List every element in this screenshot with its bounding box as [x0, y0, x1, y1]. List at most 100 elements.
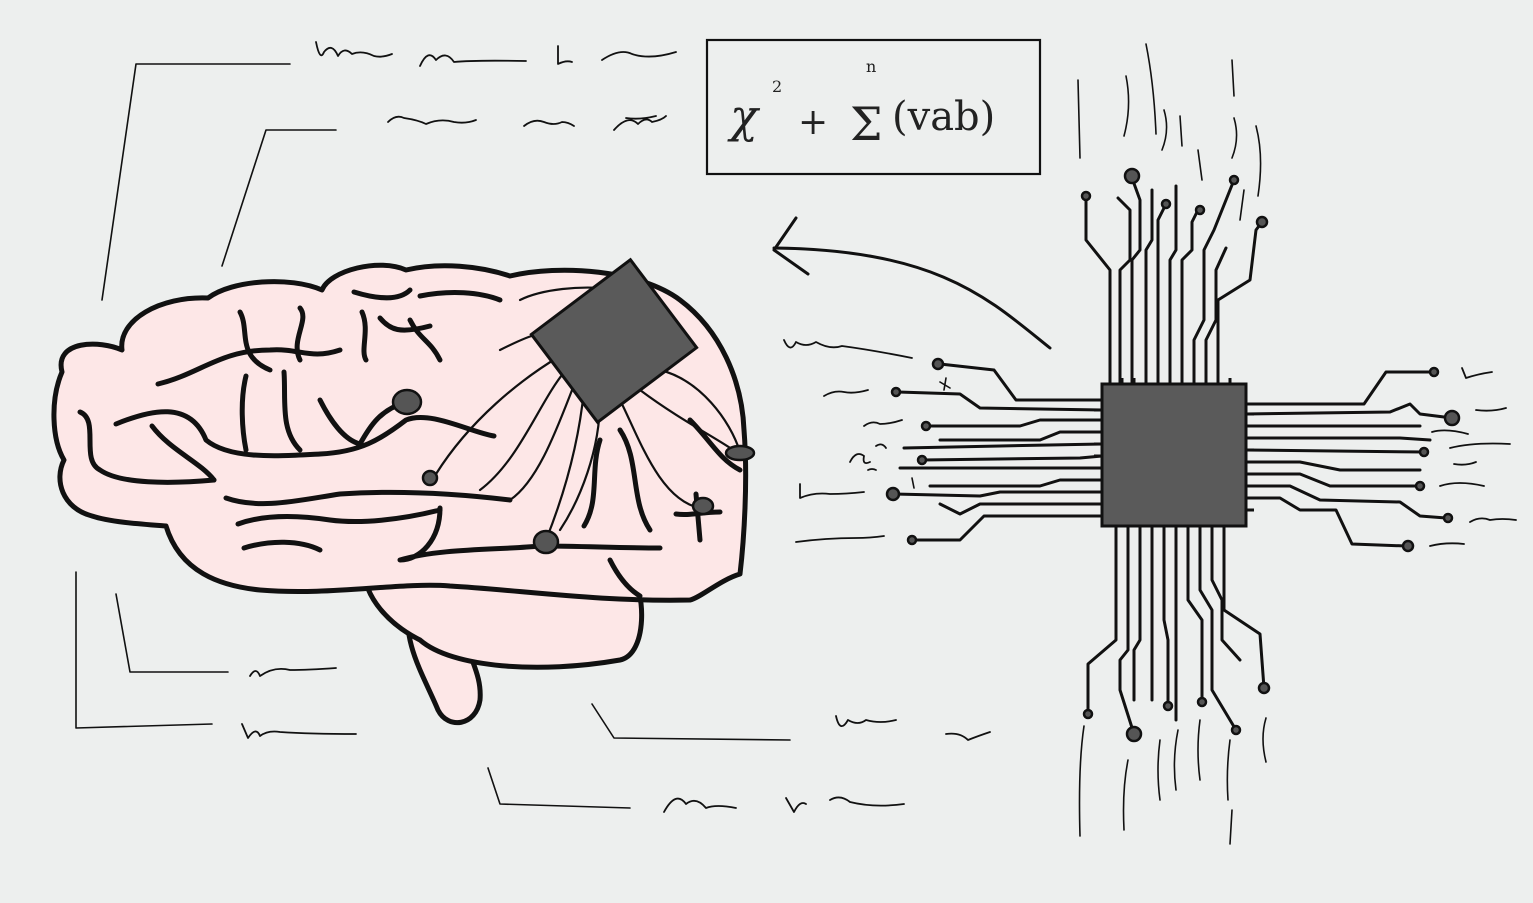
scribble-note-2c [613, 115, 667, 131]
pad [1162, 700, 1174, 712]
chip-traces-right [1244, 370, 1454, 548]
trace-right-9 [1244, 496, 1408, 548]
wire-2 [478, 368, 568, 492]
pad [1442, 512, 1454, 524]
arrow-head [772, 216, 810, 276]
formula-sum-symbol: Σ [850, 97, 883, 151]
wire-1 [434, 354, 562, 476]
wire-8 [658, 368, 742, 454]
pad [931, 357, 945, 371]
scribble-note-8 [795, 535, 885, 543]
pad [916, 454, 928, 466]
fold-6 [77, 409, 217, 485]
fold-9 [235, 507, 443, 553]
arrow-shaft [772, 246, 1052, 350]
trace-left-1 [938, 362, 1104, 402]
pad [1428, 366, 1440, 378]
pins-left [1094, 398, 1102, 518]
pad [1160, 198, 1172, 210]
trace-left-10 [938, 502, 1104, 516]
trace-right-4 [1244, 436, 1432, 442]
pad [1123, 167, 1141, 185]
trace-left-9 [892, 490, 1104, 498]
electrode-2 [421, 469, 439, 487]
pad [885, 486, 901, 502]
scribble-note-1a [315, 41, 393, 58]
trace-bottom-8 [1198, 524, 1238, 732]
formula-operator: + [798, 102, 828, 143]
leader-lines [75, 63, 791, 809]
formula-base: χ [727, 89, 761, 143]
trace-bottom-9 [1210, 524, 1242, 662]
scribble-note-4 [823, 389, 869, 397]
trace-left-6 [920, 454, 1104, 462]
trace-left-3 [924, 418, 1104, 428]
pad [890, 386, 902, 398]
trace-top-4 [1144, 188, 1154, 386]
arrow-left-icon [772, 216, 1052, 350]
formula-sum-body: (vab) [892, 94, 995, 140]
trace-right-5 [1244, 448, 1426, 454]
scribble-note-3 [783, 339, 913, 359]
wire-3 [508, 378, 578, 502]
electrode-3 [532, 529, 560, 555]
pins-top [1108, 378, 1232, 384]
leader-line-top-2 [221, 129, 337, 267]
trace-right-8 [1244, 484, 1448, 520]
trace-left-5 [902, 442, 1104, 450]
trace-right-1 [1244, 370, 1434, 406]
fold-13 [581, 427, 653, 533]
wire-6 [618, 398, 702, 510]
trace-left-11 [912, 514, 1104, 542]
scribble-note-6 [849, 443, 887, 471]
scribble-note-13 [663, 796, 905, 813]
scribbles-top [1077, 43, 1262, 221]
trace-top-8 [1192, 178, 1236, 386]
trace-top-3 [1130, 176, 1142, 386]
formula-sum-upper: n [866, 57, 876, 76]
trace-top-7 [1180, 208, 1200, 386]
microchip-icon [885, 43, 1461, 845]
trace-bottom-5 [1162, 524, 1170, 708]
fold-5 [317, 397, 409, 447]
scribble-note-11 [241, 723, 357, 739]
trace-bottom-2 [1118, 524, 1136, 736]
electrodes [391, 388, 756, 555]
leader-line-top-1 [101, 63, 291, 301]
trace-top-5 [1156, 202, 1168, 386]
pad [1196, 696, 1208, 708]
electrode-4 [691, 496, 715, 516]
fold-10 [397, 505, 663, 563]
pins-right [1246, 402, 1254, 512]
pad [1443, 409, 1461, 427]
pad [906, 534, 918, 546]
pad [1080, 190, 1092, 202]
brain-icon [51, 257, 756, 726]
scribble-notes-right [1429, 407, 1517, 547]
scribble-note-5 [863, 419, 903, 427]
scribble-note-9 [1461, 367, 1493, 379]
scribble-note-2a [387, 115, 477, 125]
trace-top-2 [1116, 196, 1132, 386]
fold-3 [239, 369, 303, 453]
scribbles-left-marks [911, 377, 951, 489]
fold-8 [223, 489, 513, 507]
fold-7 [149, 423, 217, 483]
trace-left-4 [938, 430, 1104, 442]
fold-1 [155, 347, 343, 387]
trace-left-2 [896, 390, 1104, 412]
pad [1082, 708, 1094, 720]
leader-line-bottom-3 [591, 703, 791, 741]
scribble-note-7 [799, 483, 865, 499]
chip-scribbles [911, 43, 1267, 845]
pad [1418, 446, 1430, 458]
trace-left-8 [928, 478, 1104, 488]
trace-top-9 [1204, 246, 1228, 386]
handwritten-annotations [241, 41, 1517, 813]
chip-body [1100, 382, 1248, 528]
scribble-note-1b [419, 54, 527, 67]
pad [1230, 724, 1242, 736]
pad [1255, 215, 1269, 229]
formula-power: 2 [772, 77, 782, 96]
